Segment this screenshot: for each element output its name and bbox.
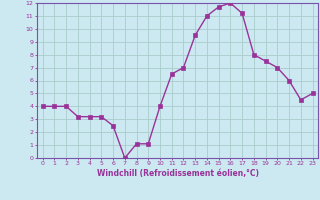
- X-axis label: Windchill (Refroidissement éolien,°C): Windchill (Refroidissement éolien,°C): [97, 169, 259, 178]
